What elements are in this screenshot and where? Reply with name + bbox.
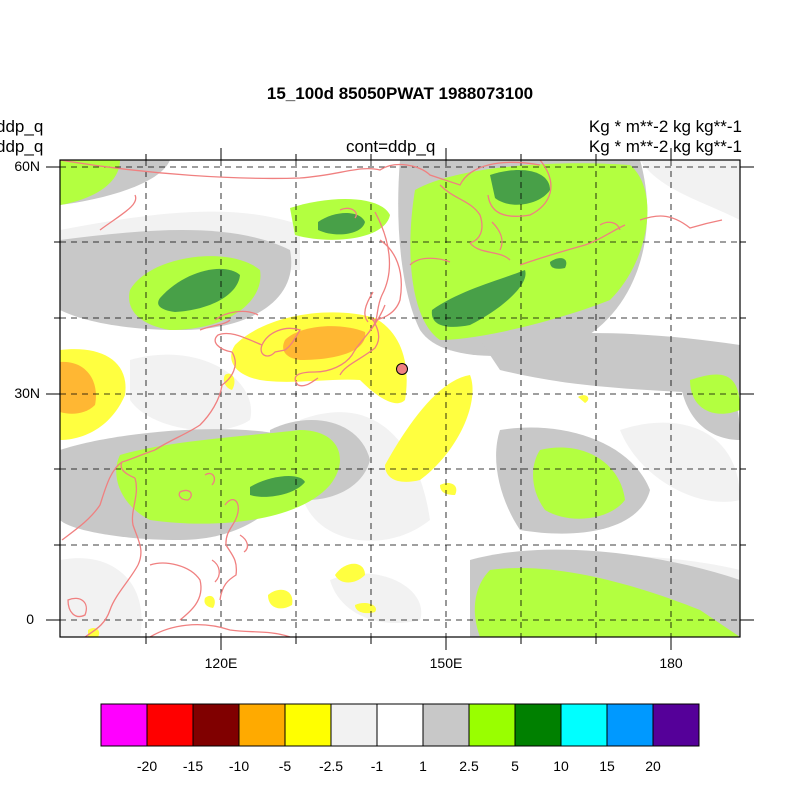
lat-label-0: 0 (26, 611, 34, 627)
field-dark-green (158, 170, 567, 497)
lon-label-150e: 150E (429, 655, 463, 671)
lon-label-120e: 120E (204, 655, 238, 671)
colorbar-label: -10 (228, 758, 250, 774)
colorbar-box (238, 703, 286, 747)
colorbar-box (468, 703, 516, 747)
units-label-1: Kg * m**-2 kg kg**-1 (588, 117, 742, 136)
graticule (60, 160, 740, 637)
colorbar-label: -1 (370, 758, 384, 774)
center-contour-label: cont=ddp_q (346, 137, 436, 156)
colorbar-label: 20 (645, 758, 661, 774)
colorbar (100, 703, 700, 747)
colorbar-label: -15 (182, 758, 204, 774)
lat-label-30n: 30N (14, 385, 40, 401)
colorbar-label: 2.5 (459, 758, 479, 774)
colorbar-box (284, 703, 332, 747)
map-frame (59, 159, 741, 638)
map-field (60, 160, 740, 637)
colorbar-box (514, 703, 562, 747)
colorbar-box (652, 703, 700, 747)
units-label-2: Kg * m**-2 kg kg**-1 (588, 137, 742, 156)
colorbar-label: 1 (419, 758, 427, 774)
axis-ticks (46, 148, 754, 650)
colorbar-label: -20 (136, 758, 158, 774)
left-variable-label-2: ddp_q (0, 137, 44, 156)
colorbar-box (100, 703, 148, 747)
colorbar-box (146, 703, 194, 747)
colorbar-box (192, 703, 240, 747)
colorbar-box (606, 703, 654, 747)
colorbar-label: 10 (553, 758, 569, 774)
colorbar-box (376, 703, 424, 747)
colorbar-box (422, 703, 470, 747)
field-orange (60, 326, 366, 414)
coastlines (60, 160, 723, 637)
colorbar-box (560, 703, 608, 747)
colorbar-label: 15 (599, 758, 615, 774)
left-variable-label-1: ddp_q (0, 117, 44, 136)
lat-label-60n: 60N (14, 158, 40, 174)
map-title: 15_100d 85050PWAT 1988073100 (266, 84, 534, 103)
colorbar-label: -5 (278, 758, 292, 774)
colorbar-label: -2.5 (318, 758, 344, 774)
colorbar-label: 5 (511, 758, 519, 774)
colorbar-box (330, 703, 378, 747)
location-marker (396, 363, 408, 375)
lon-label-180: 180 (659, 655, 683, 671)
